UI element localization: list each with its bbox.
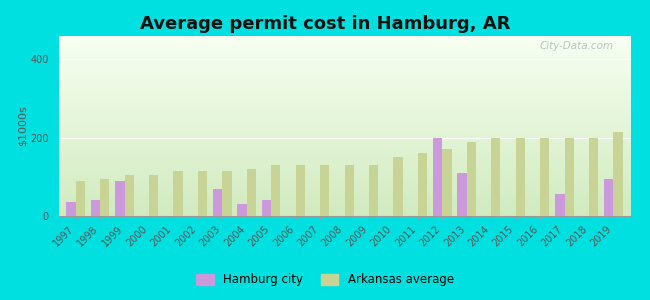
Bar: [467, 142, 476, 216]
Bar: [540, 138, 549, 216]
Bar: [458, 173, 467, 216]
Bar: [604, 179, 614, 216]
Bar: [75, 181, 85, 216]
Legend: Hamburg city, Arkansas average: Hamburg city, Arkansas average: [191, 269, 459, 291]
Bar: [91, 200, 100, 216]
Text: City-Data.com: City-Data.com: [540, 41, 614, 51]
Bar: [271, 165, 280, 216]
Bar: [344, 165, 354, 216]
Bar: [237, 204, 247, 216]
Bar: [589, 138, 598, 216]
Bar: [320, 165, 330, 216]
Bar: [222, 171, 231, 216]
Bar: [66, 202, 75, 216]
Bar: [296, 165, 305, 216]
Bar: [393, 157, 403, 216]
Bar: [125, 175, 134, 216]
Bar: [198, 171, 207, 216]
Bar: [262, 200, 271, 216]
Bar: [614, 132, 623, 216]
Bar: [515, 138, 525, 216]
Bar: [418, 153, 427, 216]
Bar: [555, 194, 564, 216]
Text: Average permit cost in Hamburg, AR: Average permit cost in Hamburg, AR: [140, 15, 510, 33]
Bar: [213, 189, 222, 216]
Bar: [100, 179, 109, 216]
Bar: [247, 169, 256, 216]
Bar: [433, 138, 442, 216]
Y-axis label: $1000s: $1000s: [18, 106, 27, 146]
Bar: [564, 138, 574, 216]
Bar: [369, 165, 378, 216]
Bar: [115, 181, 125, 216]
Bar: [174, 171, 183, 216]
Bar: [442, 149, 452, 216]
Bar: [149, 175, 158, 216]
Bar: [491, 138, 500, 216]
